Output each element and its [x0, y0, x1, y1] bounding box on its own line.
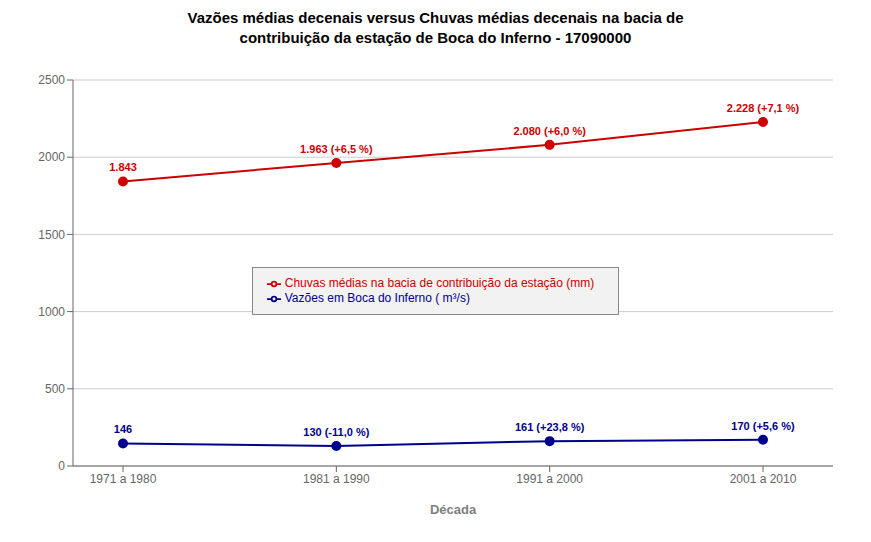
svg-text:161 (+23,8 %): 161 (+23,8 %)	[515, 421, 585, 433]
html-text:Vazões em Boca do Inferno ( m³: Vazões em Boca do Inferno ( m³/s)	[284, 291, 470, 305]
svg-text:146: 146	[114, 423, 132, 435]
svg-text:1500: 1500	[38, 228, 65, 242]
svg-text:0: 0	[58, 459, 65, 473]
svg-text:1971 a 1980: 1971 a 1980	[90, 472, 157, 486]
svg-text:500: 500	[45, 382, 65, 396]
svg-text:2500: 2500	[38, 73, 65, 87]
svg-text:1981 a 1990: 1981 a 1990	[303, 472, 370, 486]
html-text:Vazões médias decenais versus: Vazões médias decenais versus Chuvas méd…	[187, 9, 684, 46]
svg-text:1991 a 2000: 1991 a 2000	[516, 472, 583, 486]
svg-text:130 (-11,0 %): 130 (-11,0 %)	[303, 426, 369, 438]
svg-text:2.080 (+6,0 %): 2.080 (+6,0 %)	[513, 125, 586, 137]
svg-text:2.228 (+7,1 %): 2.228 (+7,1 %)	[727, 102, 800, 114]
svg-text:170 (+5,6 %): 170 (+5,6 %)	[731, 420, 795, 432]
svg-text:1.963 (+6,5 %): 1.963 (+6,5 %)	[300, 143, 373, 155]
svg-text:2001 a 2010: 2001 a 2010	[730, 472, 797, 486]
html-text:Chuvas médias na bacia de cont: Chuvas médias na bacia de contribuição d…	[284, 276, 595, 291]
svg-text:Década: Década	[430, 502, 477, 517]
svg-text:1.843: 1.843	[109, 161, 137, 173]
svg-text:2000: 2000	[38, 150, 65, 164]
svg-text:1000: 1000	[38, 305, 65, 319]
